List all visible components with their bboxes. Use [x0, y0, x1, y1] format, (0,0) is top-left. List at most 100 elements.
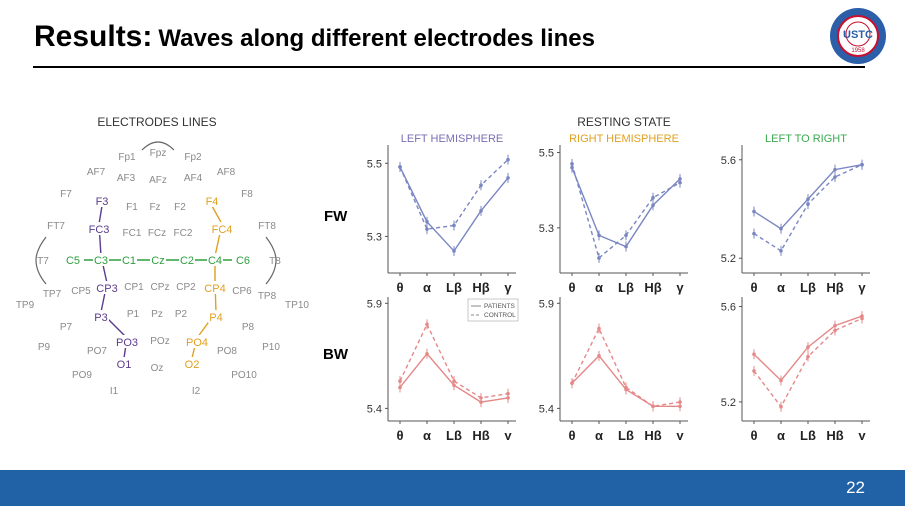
- data-point-control: [425, 227, 429, 231]
- x-tick-label-0: θ: [750, 280, 757, 295]
- y-tick-label: 5.5: [367, 158, 382, 170]
- x-tick-label-1: α: [423, 280, 431, 295]
- y-tick-label: 5.3: [367, 231, 382, 243]
- data-point-patients: [806, 345, 810, 349]
- electrode-f1: F1: [126, 202, 138, 213]
- x-tick-label-2: Lβ: [618, 428, 634, 440]
- electrode-af8: AF8: [217, 167, 236, 178]
- electrode-ft7: FT7: [47, 221, 65, 232]
- x-tick-label-4: γ: [504, 280, 512, 295]
- data-point-control: [624, 233, 628, 238]
- electrode-t8: T8: [269, 256, 281, 267]
- electrode-o2: O2: [185, 359, 200, 371]
- logo-year: 1958: [851, 48, 865, 54]
- data-point-control: [570, 381, 574, 385]
- electrode-po7: PO7: [87, 346, 107, 357]
- electrode-oz: Oz: [151, 363, 164, 374]
- y-tick-label: 5.9: [539, 298, 554, 310]
- y-tick-label: 5.4: [539, 403, 554, 415]
- electrode-poz: POz: [150, 336, 169, 347]
- x-tick-label-1: α: [595, 280, 603, 295]
- electrode-fcz: FCz: [148, 228, 166, 239]
- electrode-cp4: CP4: [204, 283, 225, 295]
- electrode-label-bg: [65, 253, 81, 266]
- electrode-af3: AF3: [117, 173, 136, 184]
- electrode-f4: F4: [206, 196, 219, 208]
- data-point-control: [779, 404, 783, 409]
- data-point-control: [597, 326, 601, 331]
- results-figure: ELECTRODES LINES Fp1 Fpz Fp2 AF7 AF3 AFz AF4 AF8…: [16, 115, 870, 440]
- data-point-control: [570, 162, 574, 166]
- electrode-label-bg: [210, 222, 234, 235]
- y-tick-label: 5.6: [721, 302, 736, 314]
- electrodes-title: ELECTRODES LINES: [97, 115, 216, 129]
- x-tick-label-2: Lβ: [800, 280, 816, 295]
- chart-panel-bw-left: [385, 297, 519, 424]
- chart-panel-fw-right: [557, 145, 688, 276]
- electrode-label-bg: [116, 357, 132, 370]
- data-point-control: [506, 391, 510, 396]
- x-tick-label-3: Hβ: [826, 280, 843, 295]
- data-point-control: [779, 249, 783, 253]
- electrode-tp7: TP7: [43, 289, 62, 300]
- data-point-control: [806, 202, 810, 206]
- series-line-control: [399, 159, 509, 230]
- electrode-cp3: CP3: [96, 283, 117, 295]
- electrode-c6: C6: [236, 255, 250, 267]
- electrode-cp1: CP1: [124, 282, 144, 293]
- data-point-control: [479, 396, 483, 400]
- x-tick-label-0: θ: [568, 428, 575, 440]
- electrode-o1: O1: [117, 359, 132, 371]
- data-point-patients: [506, 176, 510, 180]
- data-point-control: [452, 379, 456, 383]
- x-tick-label-3: Hβ: [826, 428, 843, 440]
- electrode-fp2: Fp2: [184, 152, 202, 163]
- electrode-f8: F8: [241, 189, 253, 200]
- electrode-c5: C5: [66, 255, 80, 267]
- footer-bar: 22: [0, 470, 905, 506]
- data-point-control: [833, 328, 837, 333]
- electrode-label-bg: [93, 253, 109, 266]
- data-point-control: [806, 354, 810, 359]
- electrode-p3: P3: [94, 312, 107, 324]
- data-point-patients: [833, 167, 837, 172]
- data-point-control: [597, 256, 601, 260]
- y-tick-label: 5.6: [721, 155, 736, 167]
- y-tick-label: 5.5: [539, 148, 554, 160]
- electrode-cp5: CP5: [71, 286, 91, 297]
- x-tick-label-1: α: [595, 428, 603, 440]
- column-title-right: RIGHT HEMISPHERE: [569, 133, 679, 145]
- logo-text: USTC: [843, 29, 873, 41]
- electrode-fc2: FC2: [174, 228, 193, 239]
- electrode-f7: F7: [60, 189, 72, 200]
- title-underline: [33, 66, 865, 68]
- electrode-fp1: Fp1: [118, 152, 136, 163]
- data-point-control: [860, 316, 864, 321]
- column-title-lr: LEFT TO RIGHT: [765, 133, 847, 145]
- electrode-cz: Cz: [151, 255, 164, 267]
- electrode-fc4: FC4: [212, 224, 233, 236]
- electrode-f3: F3: [96, 196, 109, 208]
- x-tick-label-3: Hβ: [644, 280, 661, 295]
- electrode-label-bg: [203, 281, 227, 294]
- x-tick-label-0: θ: [396, 428, 403, 440]
- electrode-cp6: CP6: [232, 286, 252, 297]
- data-point-control: [452, 223, 456, 228]
- data-point-patients: [779, 226, 783, 231]
- electrode-c1: C1: [122, 255, 136, 267]
- data-point-patients: [597, 233, 601, 238]
- chart-panel-fw-lr: [739, 145, 870, 276]
- electrode-fc3: FC3: [89, 224, 110, 236]
- page-number: 22: [846, 478, 865, 497]
- electrode-afz: AFz: [149, 175, 167, 186]
- electrode-c4: C4: [208, 255, 222, 267]
- electrode-pz: Pz: [151, 309, 163, 320]
- electrode-label-bg: [185, 335, 209, 348]
- data-point-control: [651, 404, 655, 409]
- legend-label-patients: PATIENTS: [484, 303, 515, 310]
- data-point-control: [678, 400, 682, 404]
- electrode-cp2: CP2: [176, 282, 196, 293]
- y-tick-label: 5.2: [721, 253, 736, 265]
- electrode-po8: PO8: [217, 346, 237, 357]
- electrode-bracket-right: [265, 236, 277, 285]
